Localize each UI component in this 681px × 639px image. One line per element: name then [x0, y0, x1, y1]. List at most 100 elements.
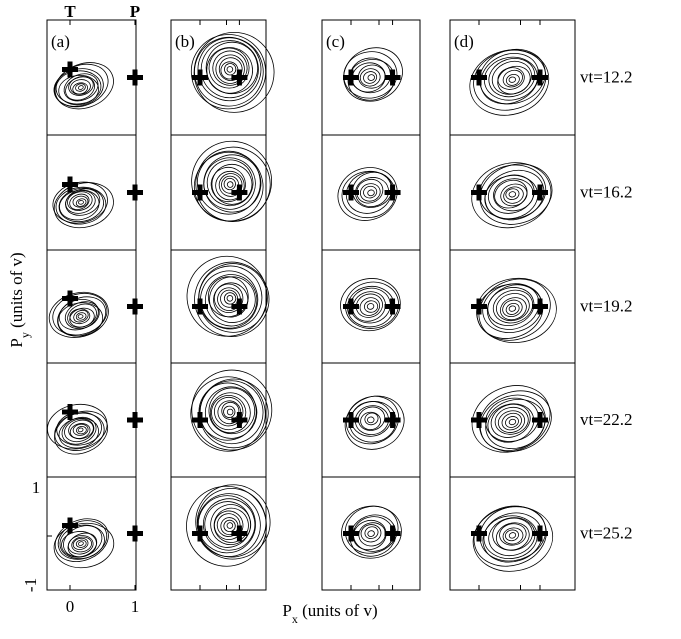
panel	[171, 477, 266, 590]
contour	[203, 42, 256, 95]
plus	[198, 412, 203, 428]
contour	[367, 530, 375, 537]
plus	[133, 412, 138, 428]
contour	[78, 85, 84, 90]
contour	[72, 537, 89, 551]
y-axis-label: Py (units of v)	[7, 252, 32, 347]
plus	[477, 299, 482, 315]
plus	[390, 299, 395, 315]
plus	[349, 185, 354, 201]
plus	[477, 526, 482, 542]
contour	[78, 541, 84, 546]
contour	[51, 519, 117, 572]
plus	[237, 299, 242, 315]
plus	[68, 518, 73, 534]
panel	[47, 250, 136, 363]
label-main: P	[7, 338, 26, 347]
panel-label: (a)	[51, 32, 70, 51]
plus	[349, 299, 354, 315]
plus	[68, 291, 73, 307]
contour	[509, 76, 517, 83]
contour	[362, 185, 378, 200]
contour	[76, 426, 87, 435]
contour	[509, 191, 517, 197]
plus	[538, 185, 543, 201]
plus	[237, 526, 242, 542]
panel-label: (b)	[175, 32, 195, 51]
panel	[322, 250, 420, 363]
plus	[349, 526, 354, 542]
figure: T P 0 1 1 -1 Py (units of v) Px (units o…	[0, 0, 681, 639]
plus	[68, 177, 73, 193]
plus	[237, 412, 242, 428]
contour	[227, 181, 233, 187]
contour	[508, 305, 516, 312]
plus	[237, 70, 242, 86]
top-tick: T	[64, 2, 76, 21]
contour	[483, 169, 539, 219]
plus	[198, 70, 203, 86]
contour	[78, 427, 84, 432]
panel	[322, 477, 420, 590]
plus	[538, 526, 543, 542]
panel	[322, 363, 420, 477]
panel	[450, 363, 575, 477]
y-tick: 1	[32, 478, 41, 497]
contour	[75, 197, 87, 207]
contour	[364, 300, 378, 313]
contour	[508, 532, 516, 539]
contour	[482, 513, 540, 561]
row-label: vt=25.2	[580, 524, 633, 543]
x-tick: 0	[66, 597, 75, 616]
row-label: vt=22.2	[580, 410, 633, 429]
plus	[198, 526, 203, 542]
plus	[133, 70, 138, 86]
contour	[500, 297, 524, 319]
contour	[508, 418, 516, 425]
contour	[358, 181, 382, 203]
contour	[207, 163, 249, 205]
row-label: vt=19.2	[580, 297, 633, 316]
plus	[349, 412, 354, 428]
contour	[76, 539, 87, 548]
contour	[227, 522, 234, 529]
x-axis-label: Px (units of v)	[282, 601, 377, 626]
contour	[69, 78, 91, 96]
contour	[367, 74, 375, 81]
plus	[390, 185, 395, 201]
top-tick: P	[130, 2, 140, 21]
contour	[226, 66, 233, 73]
panel-label: (c)	[326, 32, 345, 51]
panel	[322, 135, 420, 250]
plus	[390, 526, 395, 542]
contour	[362, 70, 378, 85]
plus	[68, 62, 73, 78]
label-main: P	[282, 601, 291, 620]
contour	[504, 529, 519, 542]
contour	[363, 525, 380, 541]
contour	[174, 474, 279, 579]
plus	[237, 185, 242, 201]
contour	[367, 303, 375, 310]
contour	[78, 200, 83, 204]
contour	[226, 295, 233, 302]
plus	[198, 185, 203, 201]
plus	[477, 185, 482, 201]
plus	[538, 299, 543, 315]
contour	[367, 417, 374, 424]
plus	[390, 70, 395, 86]
plus	[133, 526, 138, 542]
plus	[538, 412, 543, 428]
plus	[133, 185, 138, 201]
plus	[477, 412, 482, 428]
contour	[206, 390, 251, 435]
contour	[337, 387, 412, 458]
plus	[68, 404, 73, 420]
contour	[367, 189, 375, 196]
label-rest: (units of v)	[7, 252, 26, 332]
panel-label: (d)	[454, 32, 474, 51]
y-tick: -1	[21, 578, 40, 592]
row-label: vt=12.2	[580, 68, 633, 87]
panel	[450, 477, 575, 590]
contour	[78, 314, 83, 318]
